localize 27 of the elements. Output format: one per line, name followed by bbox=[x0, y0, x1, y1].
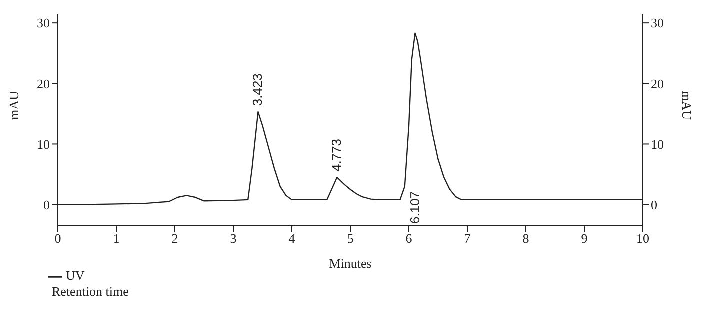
annotation: 6.107 bbox=[407, 191, 422, 224]
y2-tick-label: 0 bbox=[651, 197, 658, 212]
x-tick-label: 4 bbox=[288, 231, 296, 246]
y-tick-label: 0 bbox=[44, 197, 50, 212]
y-tick-label: 30 bbox=[37, 16, 50, 31]
x-tick-label: 6 bbox=[406, 231, 413, 246]
x-tick-label: 1 bbox=[113, 231, 120, 246]
x-tick-label: 3 bbox=[230, 231, 237, 246]
y-axis-title: mAU bbox=[6, 90, 22, 120]
x-tick-label: 5 bbox=[347, 231, 354, 246]
x-tick-label: 10 bbox=[636, 231, 650, 246]
y2-tick-label: 30 bbox=[651, 16, 664, 31]
legend-label: UV bbox=[66, 268, 85, 283]
x-tick-label: 8 bbox=[522, 231, 530, 246]
text: Retention time bbox=[52, 284, 130, 300]
x-tick-label: 0 bbox=[54, 231, 62, 246]
x-tick-label: 9 bbox=[581, 231, 588, 246]
x-tick-label: 7 bbox=[464, 231, 472, 246]
y-tick-label: 20 bbox=[37, 76, 50, 92]
x-axis-title: Minutes bbox=[329, 256, 372, 271]
y2-tick-label: 10 bbox=[651, 136, 664, 152]
annotation: 3.423 bbox=[250, 74, 266, 106]
y-tick-label: 10 bbox=[37, 136, 50, 152]
annotation: 4.773 bbox=[329, 138, 344, 172]
x-tick-label: 2 bbox=[172, 231, 178, 246]
y2-axis-title: mAU bbox=[679, 91, 694, 121]
y2-tick-label: 20 bbox=[651, 76, 664, 92]
